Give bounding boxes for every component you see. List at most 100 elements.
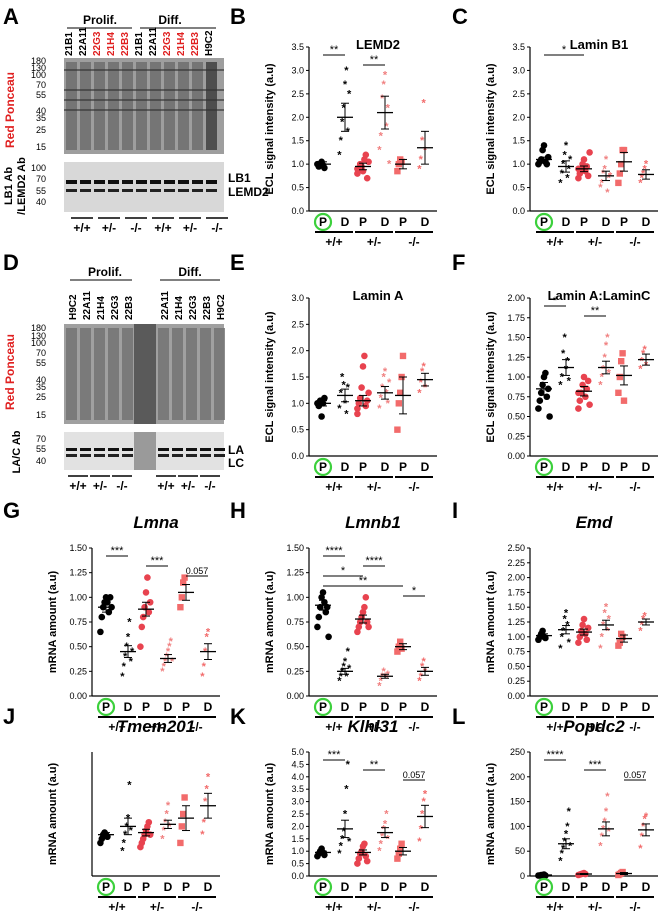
data-point: * bbox=[568, 841, 573, 853]
data-point: * bbox=[380, 382, 385, 394]
data-point: * bbox=[565, 356, 570, 368]
data-point: * bbox=[567, 375, 572, 387]
y-tick-label: 1.0 bbox=[512, 159, 525, 169]
data-point: * bbox=[340, 833, 345, 845]
y-tick-label: 200 bbox=[510, 772, 525, 782]
x-tick-label: D bbox=[602, 460, 611, 474]
y-axis-label: mRNA amount (a.u) bbox=[264, 571, 276, 674]
data-point: * bbox=[601, 168, 606, 180]
band-lb1 bbox=[206, 180, 217, 184]
genotype-label: +/- bbox=[367, 900, 381, 914]
western-blot-d: Prolif. Diff.H9C2 22A11 21H4 22G3 22B3 22A11 21… bbox=[3, 265, 244, 493]
band-lemd2 bbox=[108, 189, 119, 192]
ponceau-lane bbox=[200, 328, 211, 420]
data-point: * bbox=[644, 159, 649, 171]
data-point bbox=[586, 401, 593, 408]
y-axis-label: mRNA amount (a.u) bbox=[47, 763, 59, 866]
antibody-membrane bbox=[64, 162, 224, 212]
band-la bbox=[66, 448, 77, 451]
data-point bbox=[180, 579, 187, 586]
genotype-label: -/- bbox=[629, 900, 640, 914]
lane-label: 21H4 bbox=[174, 296, 185, 320]
genotype-label: +/+ bbox=[154, 221, 171, 235]
x-tick-label: D bbox=[381, 880, 390, 894]
genotype-label: +/+ bbox=[325, 480, 342, 494]
data-point: * bbox=[347, 836, 352, 848]
x-tick-label: D bbox=[381, 460, 390, 474]
y-axis-label: mRNA amount (a.u) bbox=[47, 571, 59, 674]
data-point: * bbox=[642, 611, 647, 623]
y-tick-label: 0.50 bbox=[286, 642, 304, 652]
lane-label: 22G3 bbox=[162, 31, 173, 56]
data-point bbox=[544, 153, 552, 161]
x-tick-label: D bbox=[642, 460, 651, 474]
p-highlight-circle bbox=[313, 212, 333, 232]
data-point bbox=[362, 594, 370, 601]
genotype-label: -/- bbox=[629, 720, 640, 734]
band-la bbox=[122, 448, 133, 451]
data-point: * bbox=[164, 809, 169, 821]
data-point: * bbox=[379, 131, 384, 143]
data-point bbox=[398, 158, 405, 165]
x-tick-label: P bbox=[359, 700, 367, 714]
data-point bbox=[180, 810, 187, 818]
data-point: * bbox=[340, 372, 345, 384]
data-point bbox=[619, 350, 626, 357]
data-point bbox=[139, 613, 147, 621]
data-point: * bbox=[166, 646, 171, 658]
data-point: * bbox=[383, 818, 388, 830]
y-axis-label: ECL signal intensity (a.u) bbox=[264, 63, 276, 195]
data-point: * bbox=[170, 656, 175, 668]
y-tick-label: 0.25 bbox=[507, 431, 525, 441]
data-point: * bbox=[417, 163, 422, 175]
x-tick-label: D bbox=[602, 880, 611, 894]
chart-h: 0.00 0.25 0.50 0.75 1.00 1.25 1.50 mRNA amount … bbox=[264, 513, 437, 734]
chart-e: 0.0 0.5 1.0 1.5 2.0 2.5 3.0 ECL signal intensit… bbox=[264, 288, 437, 494]
band-lb1 bbox=[192, 180, 203, 184]
data-point bbox=[397, 638, 404, 645]
data-point: * bbox=[343, 656, 348, 668]
mw-marker: 15 bbox=[36, 410, 46, 420]
data-point bbox=[356, 394, 364, 402]
genotype-label: +/+ bbox=[108, 720, 125, 734]
y-tick-label: 0.5 bbox=[512, 183, 525, 193]
band-lemd2 bbox=[178, 189, 189, 192]
data-point: * bbox=[417, 676, 422, 688]
data-point bbox=[584, 377, 592, 385]
data-point: * bbox=[567, 163, 572, 175]
chart-title: Lmnb1 bbox=[345, 513, 401, 532]
data-point bbox=[575, 639, 582, 647]
data-point: * bbox=[419, 671, 424, 683]
genotype-label: -/- bbox=[629, 235, 640, 249]
data-point: * bbox=[206, 771, 211, 783]
data-point: * bbox=[337, 149, 342, 161]
x-tick-label: P bbox=[580, 460, 588, 474]
antibody-ylabel: /LEMD2 Ab bbox=[16, 157, 28, 215]
band-lc bbox=[186, 454, 197, 457]
data-point: * bbox=[421, 361, 426, 373]
x-tick-label: P bbox=[359, 880, 367, 894]
mw-marker: 130 bbox=[31, 63, 46, 73]
x-tick-label: P bbox=[580, 700, 588, 714]
data-point: * bbox=[605, 187, 610, 199]
antibody-ylabel: LA/C Ab bbox=[11, 430, 23, 473]
y-tick-label: 2.0 bbox=[291, 821, 304, 831]
y-tick-label: 3.0 bbox=[512, 65, 525, 75]
data-point: * bbox=[419, 154, 424, 166]
mw-marker: 100 bbox=[31, 163, 46, 173]
data-point bbox=[584, 624, 592, 632]
band-la bbox=[214, 448, 225, 451]
lane-label: 22B3 bbox=[120, 32, 131, 56]
chart-title: Lamin A bbox=[353, 288, 404, 303]
data-point: * bbox=[419, 377, 424, 389]
data-point: * bbox=[421, 656, 426, 668]
y-tick-label: 1.75 bbox=[507, 587, 525, 597]
mw-marker: 40 bbox=[36, 106, 46, 116]
band-lb1 bbox=[164, 180, 175, 184]
x-tick-label: P bbox=[540, 460, 548, 474]
x-tick-label: P bbox=[182, 700, 190, 714]
data-point: * bbox=[562, 614, 567, 626]
group-label-prolif: Prolif. bbox=[83, 13, 117, 27]
x-tick-label: P bbox=[580, 215, 588, 229]
y-axis-label: ECL signal intensity (a.u) bbox=[264, 311, 276, 443]
